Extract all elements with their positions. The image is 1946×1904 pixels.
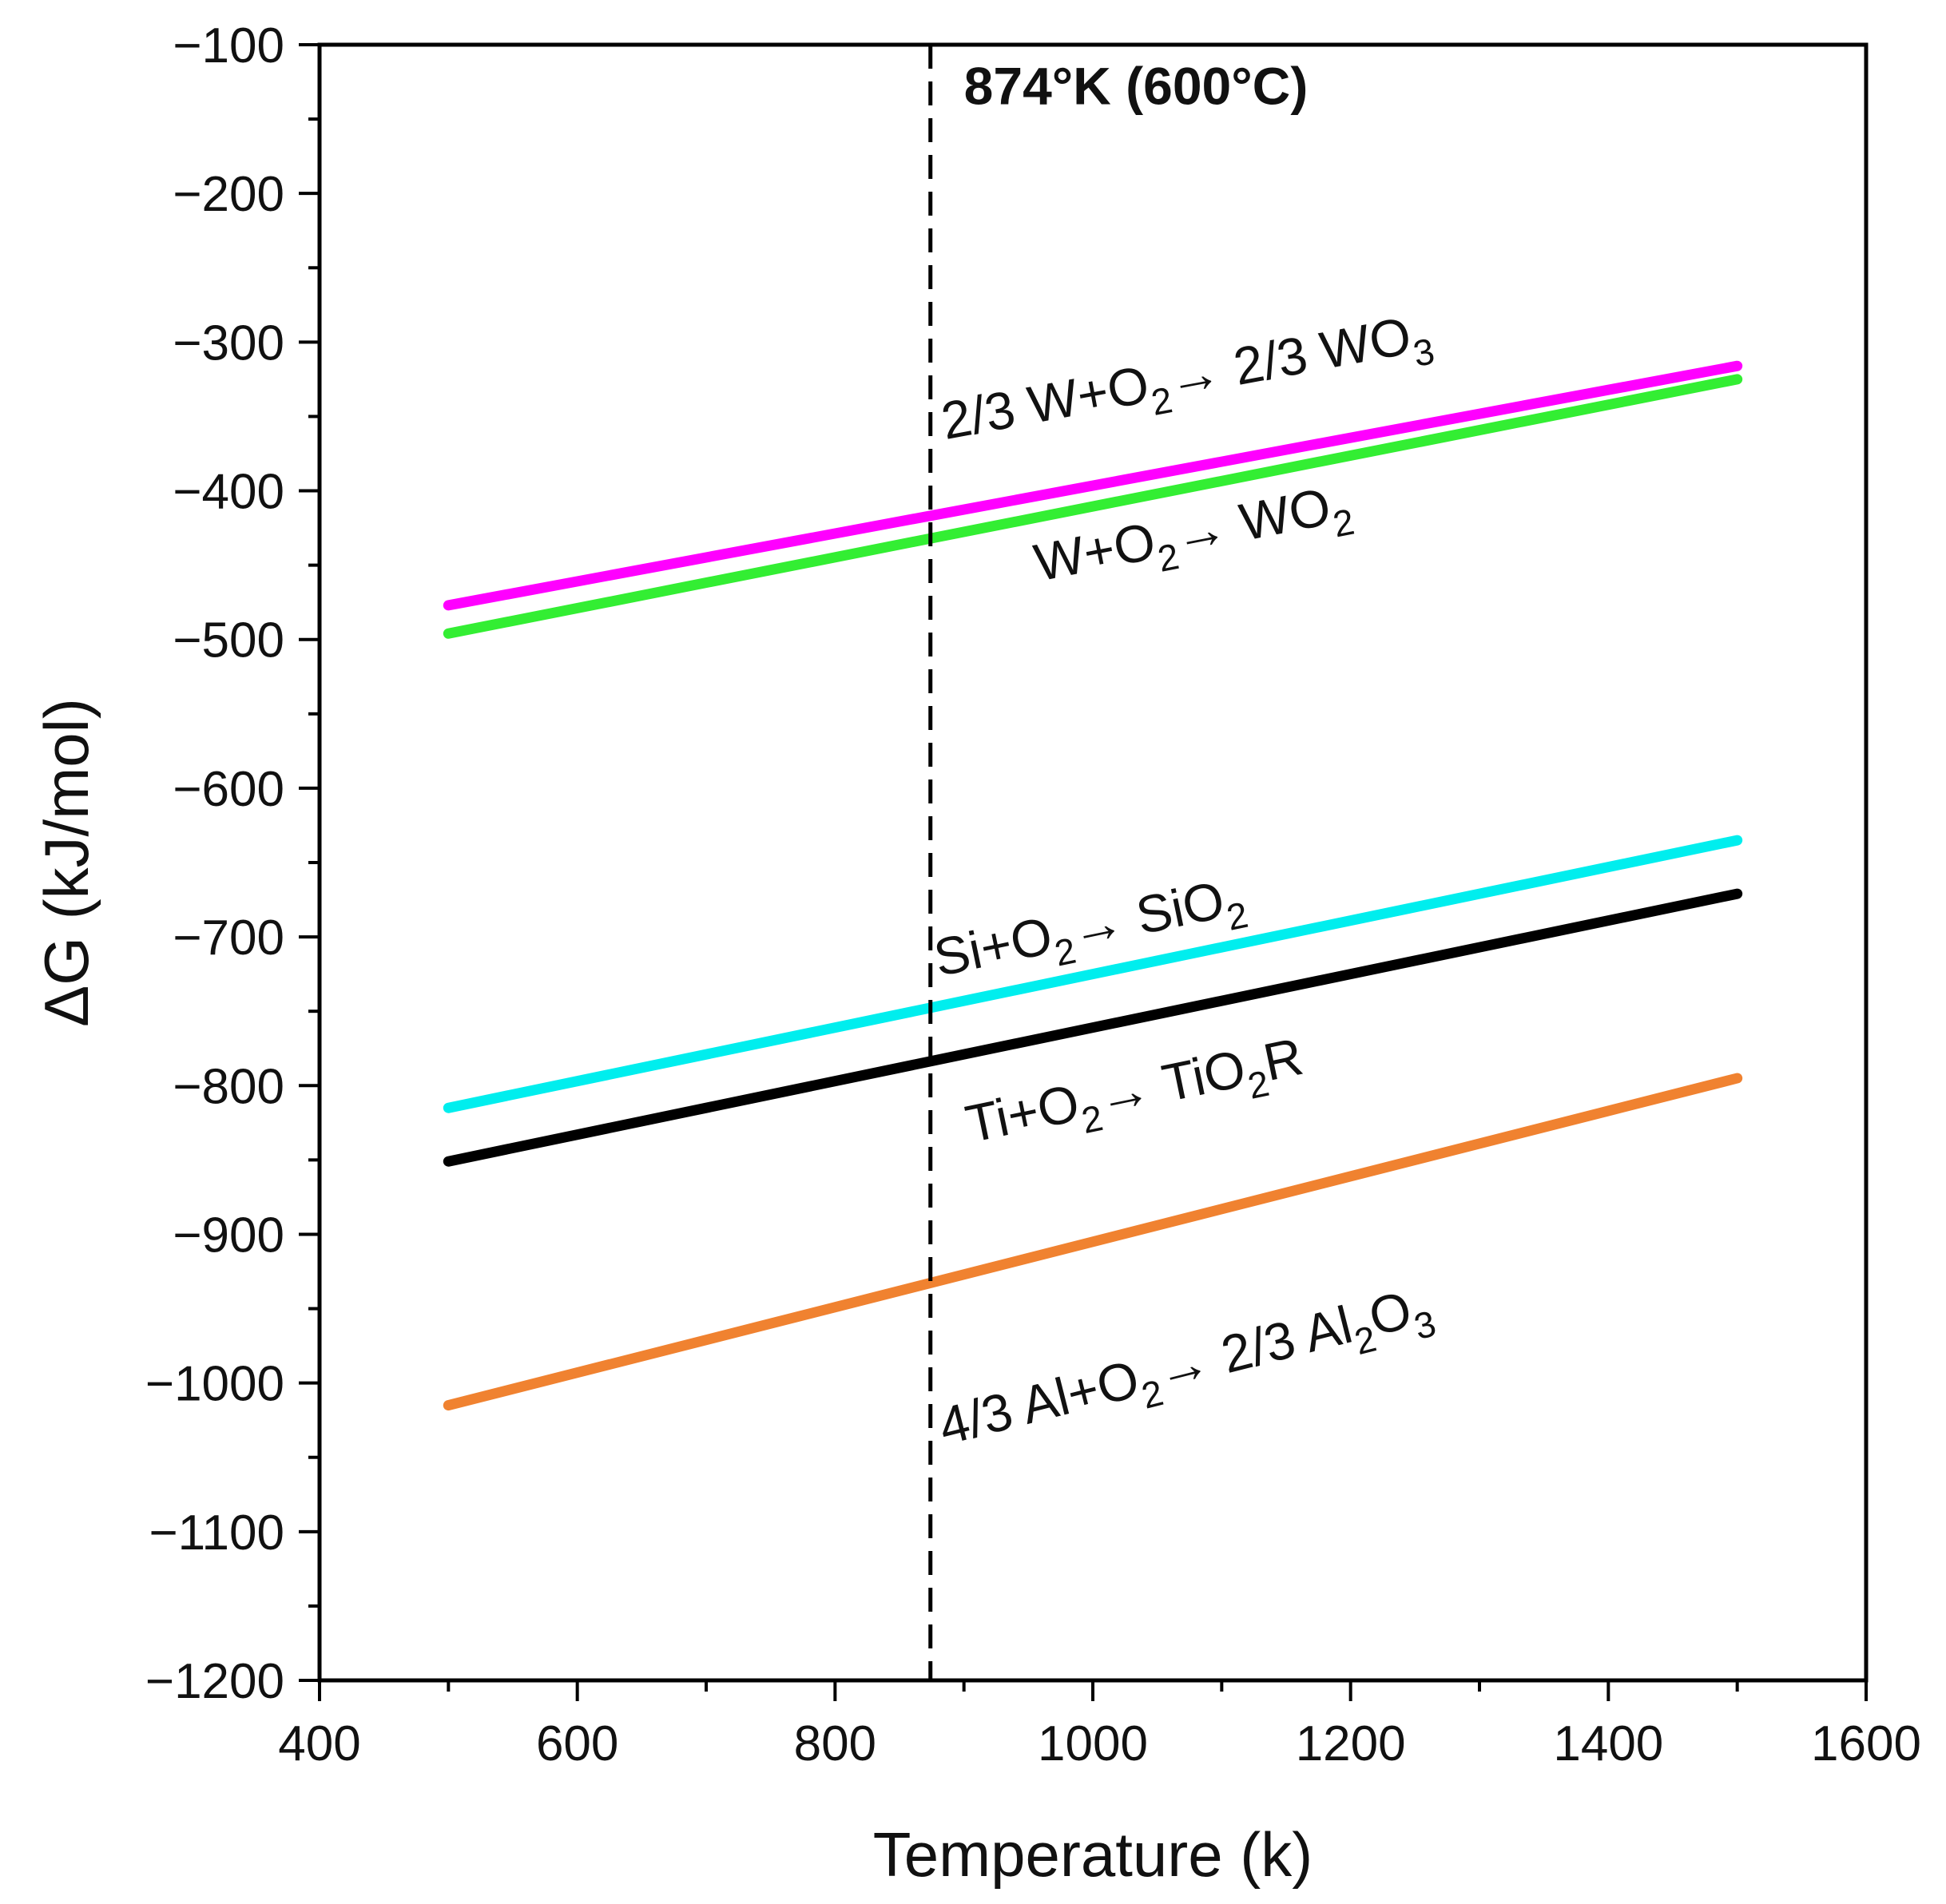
x-tick-label: 400	[278, 1716, 360, 1771]
x-tick-label: 1000	[1038, 1716, 1148, 1771]
x-tick-label: 800	[794, 1716, 876, 1771]
plot-area	[443, 45, 1743, 1680]
y-tick-label: −500	[173, 613, 284, 668]
series-line-3	[443, 835, 1743, 1113]
series-line-1	[443, 360, 1743, 611]
y-tick-label: −1200	[145, 1654, 284, 1709]
y-tick-label: −900	[173, 1208, 284, 1263]
x-tick-label: 1200	[1296, 1716, 1406, 1771]
y-tick-label: −700	[173, 910, 284, 966]
y-tick-label: −300	[173, 315, 284, 371]
y-tick-label: −400	[173, 465, 284, 520]
y-tick-label: −200	[173, 167, 284, 222]
y-tick-label: −100	[173, 18, 284, 73]
series-line-2	[443, 374, 1743, 639]
y-tick-label: −1100	[149, 1505, 284, 1561]
x-tick-label: 1600	[1811, 1716, 1921, 1771]
y-axis-title: ΔG (kJ/mol)	[31, 698, 101, 1027]
y-tick-label: −1000	[145, 1357, 284, 1412]
series-line-5	[443, 1073, 1743, 1411]
axes: 400 600 800 1000 1200 1400 1600 −100 −200 −300 −40…	[31, 18, 1921, 1890]
series-line-4	[443, 888, 1743, 1167]
x-tick-label: 1400	[1553, 1716, 1663, 1771]
x-tick-label: 600	[536, 1716, 618, 1771]
y-tick-label: −600	[173, 762, 284, 817]
y-tick-label: −800	[173, 1059, 284, 1114]
reference-line-label: 874°K (600°C)	[964, 56, 1309, 115]
x-axis-title: Temperature (k)	[873, 1819, 1313, 1890]
